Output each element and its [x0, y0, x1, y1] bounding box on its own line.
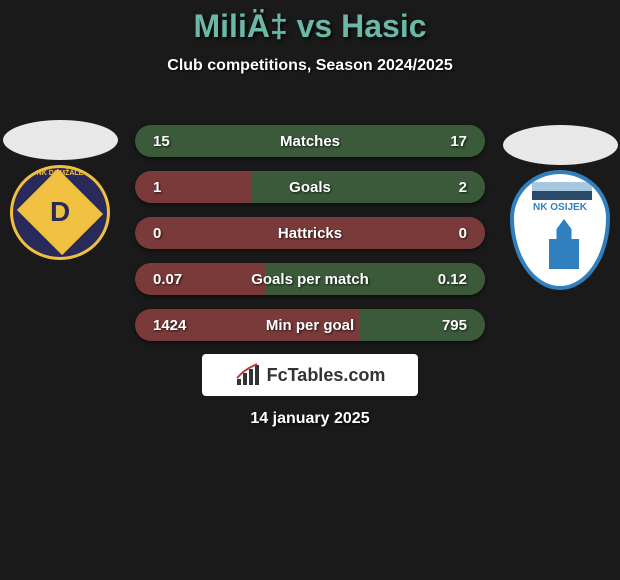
stat-left-value: 1424 — [153, 317, 186, 334]
branding-box[interactable]: FcTables.com — [202, 354, 418, 396]
team-right-badge-top — [532, 182, 592, 200]
avatar-placeholder-right — [503, 125, 618, 165]
stat-row-min-per-goal: 1424 Min per goal 795 — [135, 309, 485, 341]
team-right-badge-text: NK OSIJEK — [514, 202, 606, 213]
stat-left-value: 0.07 — [153, 271, 182, 288]
stat-left-value: 15 — [153, 133, 170, 150]
stat-left-value: 1 — [153, 179, 161, 196]
stat-right-value: 17 — [450, 133, 467, 150]
branding-text: FcTables.com — [267, 365, 386, 386]
team-right-shield: NK OSIJEK — [510, 170, 610, 290]
stat-label: Goals per match — [251, 271, 369, 288]
page-title: MiliÄ‡ vs Hasic — [0, 8, 620, 45]
stat-row-hattricks: 0 Hattricks 0 — [135, 217, 485, 249]
stat-right-value: 0.12 — [438, 271, 467, 288]
stat-row-goals: 1 Goals 2 — [135, 171, 485, 203]
chart-icon — [235, 363, 263, 387]
stats-container: 15 Matches 17 1 Goals 2 0 Hattricks 0 0.… — [135, 125, 485, 355]
team-left-container: NK DOMŽALE D — [0, 120, 120, 260]
stat-label: Goals — [289, 179, 331, 196]
header: MiliÄ‡ vs Hasic Club competitions, Seaso… — [0, 0, 620, 75]
stat-row-matches: 15 Matches 17 — [135, 125, 485, 157]
stat-right-value: 2 — [459, 179, 467, 196]
date-text: 14 january 2025 — [0, 410, 620, 428]
team-left-badge-inner: D — [17, 169, 103, 255]
avatar-placeholder-left — [3, 120, 118, 160]
team-left-badge: NK DOMŽALE D — [10, 165, 110, 260]
stat-row-goals-per-match: 0.07 Goals per match 0.12 — [135, 263, 485, 295]
page-subtitle: Club competitions, Season 2024/2025 — [0, 57, 620, 75]
stat-overlay — [251, 171, 486, 203]
team-left-badge-letter: D — [50, 196, 70, 228]
team-right-badge: NK OSIJEK — [510, 170, 610, 290]
stat-label: Matches — [280, 133, 340, 150]
stat-label: Hattricks — [278, 225, 342, 242]
stat-right-value: 795 — [442, 317, 467, 334]
team-right-badge-bridge — [539, 219, 589, 269]
stat-left-value: 0 — [153, 225, 161, 242]
stat-label: Min per goal — [266, 317, 354, 334]
stat-right-value: 0 — [459, 225, 467, 242]
team-right-container: NK OSIJEK — [500, 125, 620, 290]
